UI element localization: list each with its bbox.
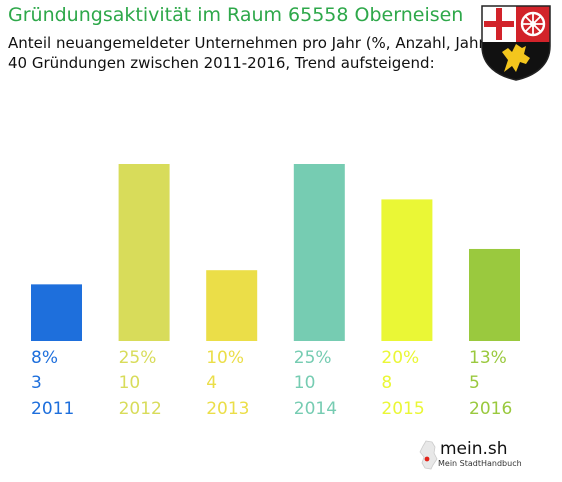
year-label-2014: 2014 <box>294 399 337 419</box>
count-label-2016: 5 <box>469 373 480 393</box>
value-label-2011: 8% <box>31 348 58 368</box>
year-label-2015: 2015 <box>381 399 424 419</box>
germany-map-icon <box>419 440 438 470</box>
mein-sh-logo: mein.sh Mein StadtHandbuch <box>418 437 528 477</box>
bar-2011 <box>31 284 82 341</box>
value-label-2013: 10% <box>206 348 244 368</box>
logo-tagline: Mein StadtHandbuch <box>438 459 522 468</box>
chart-subtitle-line1: Anteil neuangemeldeter Unternehmen pro J… <box>8 34 491 52</box>
year-label-2012: 2012 <box>119 399 162 419</box>
chart-subtitle-line2: 40 Gründungen zwischen 2011-2016, Trend … <box>8 54 435 72</box>
value-label-2015: 20% <box>381 348 419 368</box>
value-label-2014: 25% <box>294 348 332 368</box>
year-label-2013: 2013 <box>206 399 249 419</box>
value-label-2016: 13% <box>469 348 507 368</box>
bar-2012 <box>118 164 170 341</box>
count-label-2013: 4 <box>206 373 217 393</box>
logo-brand: mein.sh <box>440 439 508 459</box>
bar-2014 <box>293 164 345 341</box>
count-label-2015: 8 <box>381 373 392 393</box>
count-label-2014: 10 <box>294 373 316 393</box>
bar-chart: 8% 3 2011 25% 10 2012 10% 4 2013 25% 10 2014 20% 8 201… <box>31 164 520 419</box>
rhineland-palatinate-coat-of-arms-icon <box>481 5 551 81</box>
count-label-2011: 3 <box>31 373 42 393</box>
chart-title: Gründungsaktivität im Raum 65558 Obernei… <box>8 4 464 26</box>
value-label-2012: 25% <box>119 348 157 368</box>
bar-2016 <box>469 248 520 341</box>
bar-2015 <box>381 199 433 341</box>
year-label-2011: 2011 <box>31 399 74 419</box>
count-label-2012: 10 <box>119 373 141 393</box>
year-label-2016: 2016 <box>469 399 512 419</box>
bar-2013 <box>206 270 258 341</box>
